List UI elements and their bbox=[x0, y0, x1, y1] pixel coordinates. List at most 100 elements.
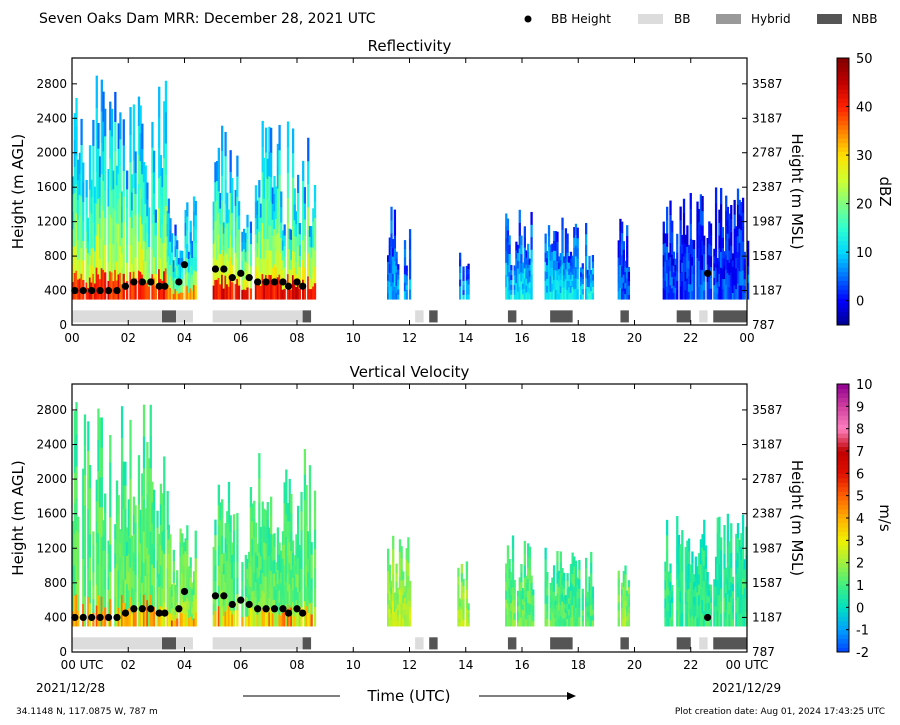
heatmap-cell bbox=[271, 534, 274, 548]
heatmap-cell bbox=[588, 274, 591, 282]
heatmap-cell bbox=[387, 581, 390, 594]
heatmap-cell bbox=[549, 619, 552, 627]
heatmap-cell bbox=[747, 257, 750, 267]
heatmap-cell bbox=[283, 605, 286, 627]
heatmap-cell bbox=[677, 547, 681, 562]
heatmap-cell bbox=[164, 174, 168, 206]
heatmap-cell bbox=[585, 606, 588, 617]
heatmap-cell bbox=[530, 224, 533, 238]
heatmap-cell bbox=[387, 615, 390, 627]
heatmap-cell bbox=[730, 218, 733, 233]
heatmap-cell bbox=[667, 252, 670, 260]
heatmap-cell bbox=[92, 585, 95, 600]
heatmap-cell bbox=[110, 190, 114, 218]
heatmap-cell bbox=[302, 200, 305, 221]
heatmap-cell bbox=[591, 603, 595, 610]
heatmap-cell bbox=[694, 586, 697, 597]
heatmap-cell bbox=[290, 494, 293, 514]
heatmap-cell bbox=[104, 108, 107, 137]
heatmap-cell bbox=[95, 235, 98, 268]
heatmap-cell bbox=[224, 523, 227, 539]
heatmap-cell bbox=[546, 271, 549, 279]
heatmap-cell bbox=[249, 276, 253, 289]
heatmap-cell bbox=[117, 532, 120, 552]
heatmap-cell bbox=[741, 197, 745, 213]
heatmap-cell bbox=[718, 248, 721, 262]
heatmap-cell bbox=[585, 596, 588, 607]
heatmap-cell bbox=[134, 235, 137, 258]
heatmap-cell bbox=[400, 603, 403, 616]
heatmap-cell bbox=[92, 222, 95, 249]
heatmap-cell bbox=[297, 281, 300, 300]
heatmap-cell bbox=[747, 249, 750, 258]
heatmap-cell bbox=[505, 599, 508, 609]
heatmap-cell bbox=[699, 576, 703, 590]
heatmap-cell bbox=[662, 243, 665, 256]
heatmap-cell bbox=[709, 288, 713, 300]
heatmap-cell bbox=[387, 559, 390, 572]
heatmap-cell bbox=[75, 126, 78, 156]
heatmap-cell bbox=[115, 203, 119, 224]
heatmap-cell bbox=[664, 598, 667, 609]
heatmap-cell bbox=[738, 228, 741, 243]
heatmap-cell bbox=[156, 543, 159, 561]
heatmap-cell bbox=[528, 603, 532, 616]
heatmap-cell bbox=[576, 577, 579, 585]
heatmap-cell bbox=[556, 231, 559, 242]
heatmap-cell bbox=[275, 562, 278, 572]
heatmap-cell bbox=[740, 229, 743, 245]
heatmap-cell bbox=[236, 217, 239, 239]
heatmap-cell bbox=[716, 564, 719, 580]
heatmap-cell bbox=[693, 588, 696, 597]
heatmap-cell bbox=[100, 79, 103, 112]
heatmap-cell bbox=[174, 245, 177, 257]
heatmap-cell bbox=[508, 597, 511, 608]
heatmap-cell bbox=[298, 223, 301, 235]
heatmap-cell bbox=[671, 276, 674, 289]
heatmap-cell bbox=[520, 253, 523, 264]
heatmap-cell bbox=[72, 521, 75, 537]
heatmap-cell bbox=[249, 265, 253, 278]
heatmap-cell bbox=[681, 253, 684, 263]
heatmap-cell bbox=[689, 564, 692, 574]
heatmap-cell bbox=[124, 579, 127, 603]
heatmap-cell bbox=[270, 127, 273, 153]
bb-height-point bbox=[88, 613, 96, 622]
heatmap-cell bbox=[110, 163, 114, 191]
heatmap-cell bbox=[578, 559, 581, 570]
heatmap-cell bbox=[144, 260, 147, 281]
heatmap-cell bbox=[527, 555, 530, 568]
heatmap-cell bbox=[217, 484, 220, 506]
y-tick-label: 2400 bbox=[36, 111, 67, 125]
heatmap-cell bbox=[295, 612, 298, 627]
heatmap-cell bbox=[520, 271, 523, 282]
heatmap-cell bbox=[151, 522, 154, 544]
heatmap-cell bbox=[617, 610, 620, 619]
heatmap-cell bbox=[92, 119, 95, 146]
heatmap-cell bbox=[226, 593, 229, 611]
heatmap-cell bbox=[720, 613, 723, 627]
heatmap-cell bbox=[83, 474, 87, 506]
heatmap-cell bbox=[278, 124, 281, 151]
heatmap-cell bbox=[293, 204, 296, 221]
colorbar-tick-label: 0 bbox=[856, 295, 864, 310]
heatmap-cell bbox=[283, 502, 286, 524]
heatmap-cell bbox=[523, 247, 526, 258]
heatmap-cell bbox=[741, 226, 745, 242]
heatmap-cell bbox=[186, 202, 189, 217]
heatmap-cell bbox=[667, 594, 670, 604]
heatmap-cell bbox=[667, 618, 670, 627]
colorbar-step bbox=[837, 518, 849, 523]
heatmap-cell bbox=[109, 214, 112, 244]
heatmap-cell bbox=[681, 557, 684, 572]
heatmap-cell bbox=[131, 263, 134, 282]
heatmap-cell bbox=[590, 594, 593, 606]
heatmap-cell bbox=[174, 256, 177, 268]
heatmap-cell bbox=[249, 232, 253, 245]
heatmap-cell bbox=[687, 275, 691, 285]
heatmap-cell bbox=[72, 246, 75, 265]
heatmap-cell bbox=[219, 537, 222, 556]
heatmap-cell bbox=[743, 568, 746, 579]
heatmap-cell bbox=[566, 289, 569, 300]
heatmap-cell bbox=[728, 262, 731, 276]
